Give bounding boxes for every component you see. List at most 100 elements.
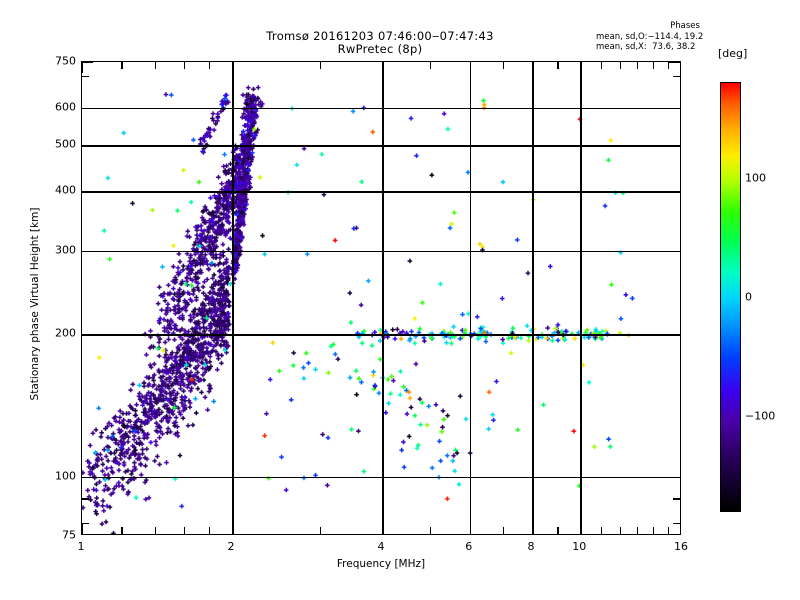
axis-tick-x [619,62,621,69]
axis-tick-x [637,527,639,534]
axis-tick-y [82,522,89,524]
axis-tick-x [382,62,384,73]
axis-tick-y [669,145,680,147]
y-axis-title: Stationary phase Virtual Height [km] [29,207,41,401]
axis-tick-x [232,62,234,73]
axis-tick-x [183,62,185,69]
axis-tick-x [82,523,84,534]
axis-tick-x [121,527,123,534]
gridline-vertical [382,62,384,534]
y-tick-label: 400 [55,183,76,197]
phase-stats-header: Phases [670,21,700,31]
colorbar-tick-label: 100 [745,171,766,185]
y-tick-label: 100 [55,469,76,483]
axis-tick-x [469,523,471,534]
y-tick-label: 300 [55,243,76,257]
axis-tick-y [82,62,93,64]
axis-tick-y [669,191,680,193]
axis-tick-y [82,250,93,252]
colorbar-tick-label: −100 [745,409,776,423]
x-tick-label: 6 [465,540,473,553]
axis-tick-x [209,527,211,534]
colorbar-tick-label: 0 [745,290,752,304]
x-tick-label: 10 [572,540,587,553]
y-axis-tick-labels: 75 100 200 300 400 500 600 750 [0,0,76,600]
axis-tick-x [183,527,185,534]
axis-tick-y [673,522,680,524]
axis-tick-x [209,62,211,69]
y-tick-label: 75 [62,528,76,542]
x-tick-label: 1 [77,540,85,553]
axis-tick-x [557,62,559,69]
chart-subtitle: RwPretec (8p) [337,42,423,56]
colorbar-unit-label: [deg] [718,47,748,60]
axis-tick-x [580,62,582,73]
axis-tick-x [600,62,603,69]
gridline-horizontal [82,191,680,193]
axis-tick-y [669,62,680,64]
gridline-horizontal [82,107,680,110]
gridline-horizontal [82,250,680,253]
gridline-vertical [232,62,234,534]
axis-tick-x [154,527,156,534]
axis-tick-x [619,527,621,534]
axis-tick-x [382,523,384,534]
axis-tick-x [668,527,670,534]
y-tick-label: 750 [55,54,76,68]
axis-tick-y [82,334,93,336]
axis-tick-y [82,498,89,500]
axis-tick-y [673,498,680,500]
gridline-horizontal [82,145,680,147]
axis-tick-x [532,62,534,73]
axis-tick-x [637,62,639,69]
plot-area [81,61,681,535]
axis-tick-y [82,476,93,478]
axis-tick-x [121,62,123,69]
gridline-horizontal [82,334,680,336]
x-tick-label: 2 [227,540,235,553]
y-tick-label: 500 [55,137,76,151]
phase-stats-extraordinary: mean, sd,X: 73.6, 38.2 [596,42,696,52]
y-tick-label: 600 [55,100,76,114]
gridline-vertical [532,62,534,534]
axis-tick-x [430,527,432,534]
axis-tick-x [319,62,321,69]
x-tick-label: 4 [377,540,385,553]
axis-tick-x [319,527,321,534]
axis-tick-x [232,523,234,534]
gridline-horizontal [82,476,680,479]
axis-tick-x [668,62,670,69]
axis-tick-x [503,527,505,534]
axis-tick-x [154,62,156,69]
axis-tick-y [669,476,680,478]
phase-stats-annotation: Phases mean, sd,O:−114.4, 19.2 mean, sd,… [596,21,774,53]
x-tick-label: 16 [674,540,688,553]
x-tick-label: 8 [527,540,535,553]
axis-tick-x [653,62,655,69]
axis-tick-y [669,107,680,110]
x-axis-title: Frequency [MHz] [336,558,426,570]
axis-tick-x [600,527,603,534]
axis-tick-x [532,523,534,534]
axis-tick-x [653,527,655,534]
phase-stats-ordinary: mean, sd,O:−114.4, 19.2 [596,31,704,42]
scatter-canvas [82,62,680,534]
axis-tick-y [82,76,89,78]
axis-tick-y [669,334,680,336]
gridline-vertical [580,62,582,534]
axis-tick-y [669,250,680,252]
axis-tick-x [557,527,559,534]
axis-tick-x [503,62,505,69]
chart-title: Tromsø 20161203 07:46:00‒07:47:43 [266,29,494,43]
axis-tick-y [82,145,93,147]
axis-tick-x [430,62,432,69]
colorbar [720,82,741,512]
axis-tick-x [82,62,84,73]
axis-tick-x [580,523,582,534]
axis-tick-x [469,62,471,73]
gridline-vertical [469,62,472,534]
axis-tick-y [82,107,93,110]
axis-tick-y [82,191,93,193]
y-tick-label: 200 [55,326,76,340]
